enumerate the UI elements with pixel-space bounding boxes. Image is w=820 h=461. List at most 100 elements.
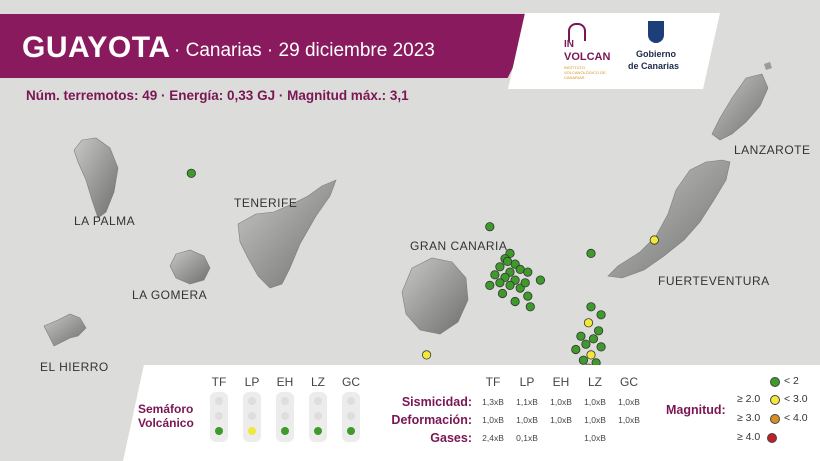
legend-range-min: ≥ 3.0 bbox=[737, 412, 761, 424]
indicator-row-label: Deformación: bbox=[391, 413, 472, 427]
traffic-light-lamp bbox=[281, 397, 289, 405]
earthquake-marker bbox=[576, 331, 586, 341]
island-el-hierro bbox=[43, 313, 87, 347]
traffic-light-icon bbox=[309, 392, 327, 442]
traffic-light-icon bbox=[243, 392, 261, 442]
earthquake-marker bbox=[535, 275, 546, 285]
gobierno-logo-line-2: de Canarias bbox=[628, 61, 680, 71]
earthquake-marker bbox=[495, 262, 505, 272]
legend-dot bbox=[770, 377, 780, 387]
earthquake-marker bbox=[649, 235, 659, 245]
coat-of-arms-icon bbox=[648, 21, 664, 43]
involcan-logo: IN VOLCAN INSTITUTO VOLCANOLÓGICO DE CAN… bbox=[560, 21, 620, 81]
label-la-gomera: LA GOMERA bbox=[132, 288, 208, 302]
earthquake-marker bbox=[505, 280, 515, 290]
traffic-light-lamp bbox=[215, 427, 223, 435]
earthquake-marker bbox=[497, 288, 508, 299]
island-gran-canaria bbox=[401, 257, 469, 335]
indicator-cell: 1,1xB bbox=[516, 397, 538, 407]
island-tenerife bbox=[237, 179, 337, 289]
island-la-palma bbox=[73, 137, 119, 219]
earthquake-marker bbox=[586, 302, 596, 312]
earthquake-marker bbox=[586, 248, 596, 258]
earthquake-marker bbox=[520, 278, 530, 288]
earthquake-marker bbox=[578, 355, 589, 365]
earthquake-marker bbox=[525, 302, 535, 312]
traffic-light-lamp bbox=[314, 412, 322, 420]
label-fuerteventura: FUERTEVENTURA bbox=[658, 274, 770, 288]
earthquake-marker bbox=[510, 296, 520, 307]
traffic-light-lamp bbox=[281, 427, 289, 435]
traffic-light-lamp bbox=[248, 427, 256, 435]
island-islets bbox=[764, 62, 772, 70]
indicator-cell: 1,0xB bbox=[584, 433, 606, 443]
traffic-light-lamp bbox=[314, 397, 322, 405]
earthquake-marker bbox=[596, 342, 606, 352]
legend-range-max: < 2 bbox=[784, 375, 799, 387]
earthquake-marker bbox=[523, 267, 533, 277]
earthquake-marker bbox=[596, 310, 606, 320]
traffic-light-lamp bbox=[347, 397, 355, 405]
semaforo-label-line-1: Semáforo bbox=[138, 402, 194, 416]
semaforo-island-eh: EH bbox=[276, 375, 294, 389]
label-lanzarote: LANZAROTE bbox=[734, 143, 811, 157]
indicator-cell: 1,0xB bbox=[550, 415, 572, 425]
legend-dot bbox=[770, 414, 780, 424]
earthquake-marker bbox=[186, 168, 196, 178]
indicator-col-lp: LP bbox=[519, 375, 535, 389]
legend-range-max: < 3.0 bbox=[784, 393, 808, 405]
traffic-light-lamp bbox=[314, 427, 322, 435]
indicator-cell: 1,0xB bbox=[618, 415, 640, 425]
earthquake-marker bbox=[421, 350, 432, 360]
earthquake-marker bbox=[502, 256, 513, 266]
stats-line: Núm. terremotos: 49 · Energía: 0,33 GJ ·… bbox=[26, 88, 409, 103]
indicator-cell: 1,0xB bbox=[516, 415, 538, 425]
traffic-light-lamp bbox=[281, 412, 289, 420]
legend-range-max: < 4.0 bbox=[784, 412, 808, 424]
header-band bbox=[0, 14, 540, 78]
legend-dot bbox=[770, 395, 780, 405]
gobierno-logo: Gobierno de Canarias bbox=[628, 21, 698, 81]
traffic-light-lamp bbox=[347, 427, 355, 435]
label-el-hierro: EL HIERRO bbox=[40, 360, 109, 374]
label-gran-canaria: GRAN CANARIA bbox=[410, 239, 508, 253]
earthquake-marker bbox=[581, 339, 591, 349]
indicator-col-gc: GC bbox=[620, 375, 638, 389]
island-la-gomera bbox=[169, 249, 211, 285]
involcan-mark-icon bbox=[568, 23, 586, 41]
label-tenerife: TENERIFE bbox=[234, 196, 298, 210]
indicator-cell: 1,0xB bbox=[584, 415, 606, 425]
indicator-row-label: Gases: bbox=[430, 431, 472, 445]
traffic-light-icon bbox=[210, 392, 228, 442]
earthquake-marker bbox=[485, 280, 495, 290]
indicator-row-label: Sismicidad: bbox=[401, 395, 472, 409]
traffic-light-lamp bbox=[248, 412, 256, 420]
legend-range-min: ≥ 2.0 bbox=[737, 393, 761, 405]
traffic-light-lamp bbox=[347, 412, 355, 420]
earthquake-marker bbox=[593, 326, 604, 336]
indicator-cell: 2,4xB bbox=[482, 433, 504, 443]
indicator-cell: 1,0xB bbox=[550, 397, 572, 407]
earthquake-marker bbox=[515, 264, 525, 274]
indicator-cell: 1,0xB bbox=[482, 415, 504, 425]
bottom-panel bbox=[123, 365, 820, 461]
gobierno-logo-line-1: Gobierno bbox=[636, 49, 676, 59]
legend-range-min: ≥ 4.0 bbox=[737, 431, 761, 443]
traffic-light-icon bbox=[276, 392, 294, 442]
traffic-light-icon bbox=[342, 392, 360, 442]
earthquake-marker bbox=[495, 278, 505, 288]
traffic-light-lamp bbox=[215, 397, 223, 405]
indicator-cell: 1,3xB bbox=[482, 397, 504, 407]
island-lanzarote bbox=[711, 73, 769, 141]
indicator-col-lz: LZ bbox=[587, 375, 602, 389]
indicator-col-tf: TF bbox=[485, 375, 501, 389]
indicator-cell: 0,1xB bbox=[516, 433, 538, 443]
traffic-light-lamp bbox=[248, 397, 256, 405]
earthquake-marker bbox=[523, 291, 533, 301]
header-subtitle: · Canarias · 29 diciembre 2023 bbox=[174, 40, 435, 61]
indicator-cell: 1,0xB bbox=[584, 397, 606, 407]
legend-title: Magnitud: bbox=[666, 403, 726, 417]
location-title: GUAYOTA bbox=[22, 31, 171, 64]
